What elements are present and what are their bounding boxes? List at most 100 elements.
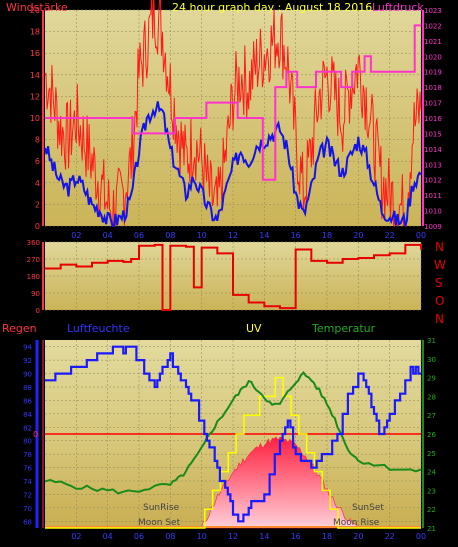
temperature-y-tick-label: 21 bbox=[427, 525, 436, 533]
humidity-y-tick-label: 82 bbox=[23, 424, 32, 432]
humidity-series-line bbox=[45, 345, 421, 523]
direction-n-top: N bbox=[435, 240, 444, 254]
wind-y-tick-label: 16 bbox=[30, 49, 40, 58]
x-tick-label-bottom: 20 bbox=[353, 532, 363, 541]
humidity-y-tick-label: 68 bbox=[23, 518, 32, 526]
x-tick-label-top: 20 bbox=[353, 231, 363, 240]
humidity-y-tick-label: 70 bbox=[23, 505, 32, 513]
chart-marks bbox=[44, 0, 422, 529]
direction-w: W bbox=[434, 258, 446, 272]
humidity-y-tick-label: 92 bbox=[23, 357, 32, 365]
x-tick-label-top: 02 bbox=[71, 231, 81, 240]
temperature-y-tick-label: 22 bbox=[427, 506, 436, 514]
tick-labels: 0202040406060808101012121414161618182020… bbox=[23, 6, 442, 541]
temperature-y-tick-label: 26 bbox=[427, 431, 436, 439]
temperature-y-tick-label: 28 bbox=[427, 393, 436, 401]
pressure-y-tick-label: 1011 bbox=[424, 192, 442, 200]
temperature-series-line bbox=[44, 370, 422, 495]
humidity-y-tick-label: 84 bbox=[23, 411, 32, 419]
temperature-y-tick-label: 24 bbox=[427, 469, 436, 477]
pressure-y-tick-label: 1012 bbox=[424, 177, 442, 185]
direction-y-tick-label: 180 bbox=[27, 273, 40, 281]
x-tick-label-bottom: 22 bbox=[385, 532, 395, 541]
rain-zero-label: 0 bbox=[33, 430, 38, 439]
temperature-y-tick-label: 30 bbox=[427, 356, 436, 364]
wind-y-tick-label: 8 bbox=[35, 136, 40, 145]
x-tick-label-bottom: 18 bbox=[322, 532, 332, 541]
x-tick-label-bottom: 14 bbox=[259, 532, 269, 541]
moonset-label: Moon Set bbox=[138, 518, 181, 528]
x-tick-label-bottom: 16 bbox=[291, 532, 301, 541]
x-tick-label-top: 22 bbox=[385, 231, 395, 240]
x-tick-label-bottom: 12 bbox=[228, 532, 238, 541]
humidity-y-tick-label: 80 bbox=[23, 438, 32, 446]
humidity-y-tick-label: 86 bbox=[23, 397, 32, 405]
gust-series-line bbox=[44, 0, 422, 228]
uv-series-line bbox=[45, 376, 421, 529]
moonrise-label: Moon Rise bbox=[333, 518, 380, 528]
pressure-y-tick-label: 1018 bbox=[424, 84, 442, 92]
pressure-y-tick-label: 1020 bbox=[424, 53, 442, 61]
pressure-y-tick-label: 1022 bbox=[424, 22, 442, 30]
temperature-y-tick-label: 27 bbox=[427, 412, 436, 420]
direction-y-tick-label: 90 bbox=[31, 290, 40, 298]
header-title: 24 hour graph day : August 18 2016 bbox=[172, 1, 372, 14]
direction-y-tick-label: 270 bbox=[27, 256, 40, 264]
direction-o: O bbox=[435, 294, 444, 308]
temperature-y-tick-label: 29 bbox=[427, 375, 436, 383]
header-wind-label: Windstärke bbox=[6, 1, 68, 14]
x-tick-label-top: 06 bbox=[134, 231, 144, 240]
x-tick-label-top: 08 bbox=[165, 231, 175, 240]
sunset-label: SunSet bbox=[352, 503, 384, 513]
humidity-y-tick-label: 76 bbox=[23, 465, 32, 473]
direction-y-tick-label: 0 bbox=[36, 307, 40, 315]
x-tick-label-top: 18 bbox=[322, 231, 332, 240]
humidity-y-tick-label: 72 bbox=[23, 491, 32, 499]
pressure-y-tick-label: 1016 bbox=[424, 115, 442, 123]
direction-s: S bbox=[435, 276, 443, 290]
pressure-y-tick-label: 1017 bbox=[424, 100, 442, 108]
x-tick-label-bottom: 08 bbox=[165, 532, 175, 541]
wind-y-tick-label: 12 bbox=[30, 92, 40, 101]
uv-label: UV bbox=[246, 322, 262, 335]
humidity-y-tick-label: 90 bbox=[23, 371, 32, 379]
x-tick-label-top: 14 bbox=[259, 231, 269, 240]
x-tick-label-bottom: 04 bbox=[103, 532, 113, 541]
humidity-y-tick-label: 94 bbox=[23, 344, 32, 352]
wind-series-line bbox=[44, 101, 422, 227]
temperature-label: Temperatur bbox=[311, 322, 376, 335]
pressure-y-tick-label: 1021 bbox=[424, 38, 442, 46]
pressure-y-tick-label: 1019 bbox=[424, 69, 442, 77]
header-pressure-label: Luftdruck bbox=[372, 1, 424, 14]
pressure-y-tick-label: 1010 bbox=[424, 208, 442, 216]
x-tick-label-top: 10 bbox=[197, 231, 207, 240]
wind-y-tick-label: 18 bbox=[30, 28, 40, 37]
wind-y-tick-label: 2 bbox=[35, 200, 40, 209]
x-tick-label-top: 00 bbox=[416, 231, 426, 240]
wind-y-tick-label: 14 bbox=[30, 71, 40, 80]
pressure-y-tick-label: 1009 bbox=[424, 223, 442, 231]
direction-n-bottom: N bbox=[435, 312, 444, 326]
pressure-y-tick-label: 1015 bbox=[424, 130, 442, 138]
pressure-y-tick-label: 1013 bbox=[424, 161, 442, 169]
x-tick-label-top: 04 bbox=[103, 231, 113, 240]
pressure-y-tick-label: 1023 bbox=[424, 7, 442, 15]
humidity-y-tick-label: 88 bbox=[23, 384, 32, 392]
wind-y-tick-label: 10 bbox=[30, 114, 40, 123]
temperature-y-tick-label: 31 bbox=[427, 337, 436, 345]
humidity-y-tick-label: 74 bbox=[23, 478, 32, 486]
sunrise-label: SunRise bbox=[143, 503, 180, 513]
temperature-y-tick-label: 25 bbox=[427, 450, 436, 458]
solar-area bbox=[201, 436, 359, 529]
x-tick-label-bottom: 10 bbox=[197, 532, 207, 541]
pressure-y-tick-label: 1014 bbox=[424, 146, 442, 154]
x-tick-label-bottom: 02 bbox=[71, 532, 81, 541]
humidity-label: Luftfeuchte bbox=[67, 322, 130, 335]
temperature-y-tick-label: 23 bbox=[427, 487, 436, 495]
wind-y-tick-label: 6 bbox=[35, 157, 40, 166]
x-tick-label-top: 12 bbox=[228, 231, 238, 240]
rain-label: Regen bbox=[2, 322, 37, 335]
x-tick-label-top: 16 bbox=[291, 231, 301, 240]
